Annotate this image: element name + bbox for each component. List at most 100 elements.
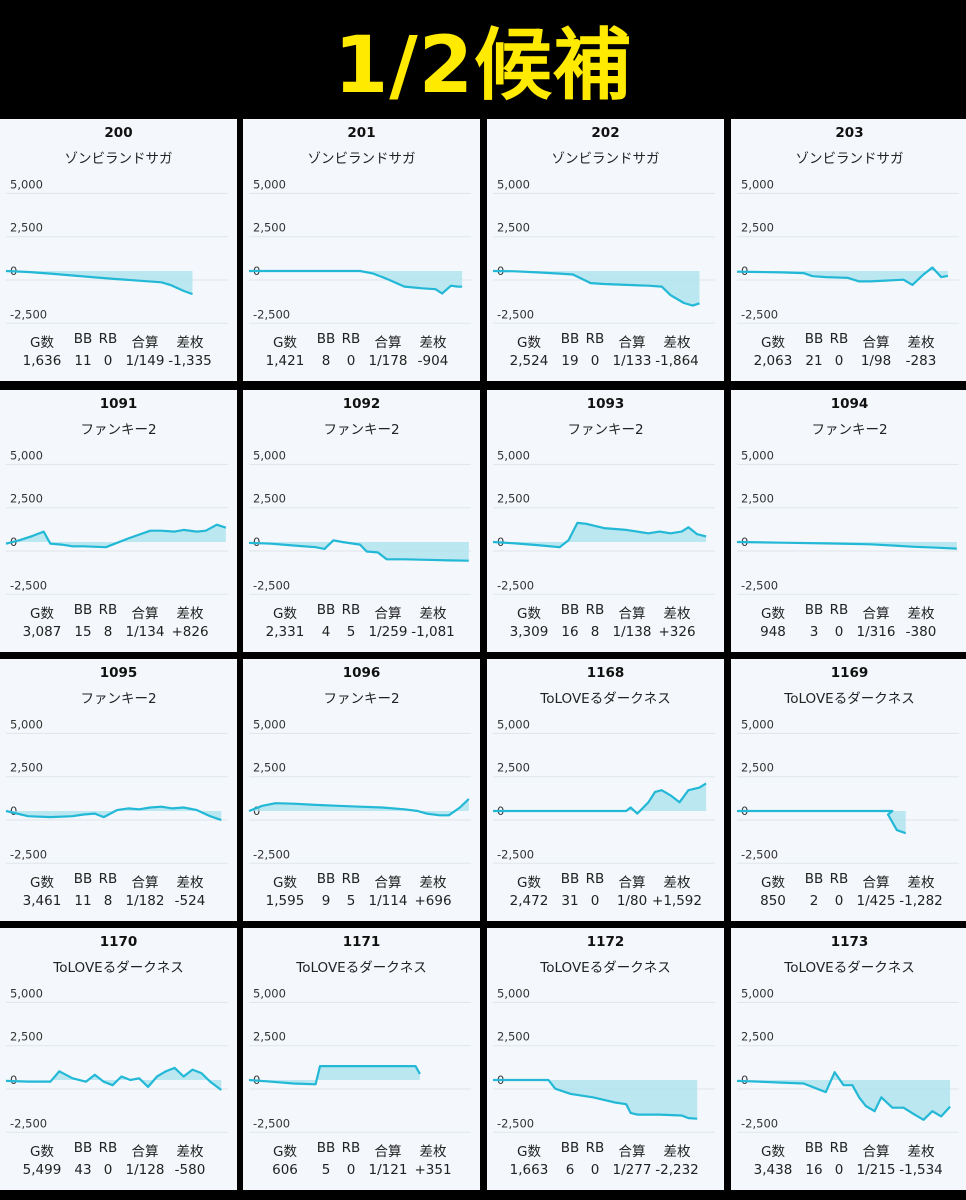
stat-label-samai: 差枚: [419, 875, 447, 891]
stat-label-samai: 差枚: [907, 875, 935, 891]
y-tick-label: 2,500: [10, 492, 43, 506]
stat-value-bb: 43: [74, 1162, 92, 1178]
stat-value-g: 1,663: [509, 1162, 549, 1178]
stat-label-gosan: 合算: [862, 335, 890, 351]
stat-value-rb: 8: [590, 624, 600, 640]
stat-label-gosan: 合算: [131, 1144, 159, 1160]
stat-value-gosan: 1/277: [612, 1162, 652, 1178]
y-tick-label: 5,000: [497, 448, 530, 462]
stat-label-g: G数: [30, 875, 54, 891]
stat-label-g: G数: [517, 875, 541, 891]
series-line: [248, 539, 469, 562]
stat-label-gosan: 合算: [131, 875, 159, 891]
machine-model: ゾンビランドサガ: [795, 151, 904, 167]
y-tick-label: 2,500: [10, 1030, 43, 1044]
stat-value-gosan: 1/128: [125, 1162, 165, 1178]
stat-label-bb: BB: [804, 602, 824, 618]
y-tick-label: -2,500: [10, 578, 47, 592]
stat-label-gosan: 合算: [862, 1144, 890, 1160]
stat-label-rb: RB: [585, 871, 605, 887]
stat-label-samai: 差枚: [907, 1144, 935, 1160]
stat-value-gosan: 1/215: [856, 1162, 896, 1178]
stat-value-rb: 0: [590, 893, 600, 909]
stat-value-g: 850: [760, 893, 786, 909]
stat-value-g: 1,421: [265, 353, 305, 369]
chart-card-1172: 1172 ToLOVEるダークネス 5,000 2,500 0 -2,500 G数 1,663…: [487, 928, 724, 1190]
stat-label-g: G数: [273, 335, 297, 351]
stat-value-bb: 15: [74, 624, 92, 640]
stat-value-bb: 19: [561, 353, 579, 369]
y-tick-label: -2,500: [741, 1116, 778, 1130]
stat-label-rb: RB: [585, 331, 605, 347]
machine-number: 1092: [342, 396, 381, 412]
stat-label-samai: 差枚: [176, 606, 204, 622]
y-tick-label: 5,000: [497, 177, 530, 191]
stat-value-rb: 0: [346, 1162, 356, 1178]
stat-value-bb: 9: [321, 893, 331, 909]
stat-label-samai: 差枚: [907, 606, 935, 622]
stat-label-gosan: 合算: [131, 606, 159, 622]
machine-model: ファンキー2: [811, 422, 888, 438]
stat-label-samai: 差枚: [663, 875, 691, 891]
y-tick-label: 5,000: [10, 986, 43, 1000]
stat-value-bb: 16: [805, 1162, 823, 1178]
y-tick-label: 5,000: [253, 448, 286, 462]
machine-number: 1168: [586, 665, 625, 681]
y-tick-label: 2,500: [497, 221, 530, 235]
series-area: [6, 1067, 222, 1090]
stat-value-rb: 5: [346, 624, 356, 640]
stat-label-gosan: 合算: [374, 335, 402, 351]
title-banner: 1/2候補: [0, 0, 966, 117]
y-tick-label: 5,000: [497, 986, 530, 1000]
stat-value-g: 2,524: [509, 353, 549, 369]
stat-value-bb: 16: [561, 624, 579, 640]
series-area: [493, 783, 707, 814]
machine-number: 1095: [99, 665, 138, 681]
chart-card-1093: 1093ファンキー25,0002,5000-2,500G数3,309BB16RB…: [487, 390, 724, 652]
chart-card-1170: 1170 ToLOVEるダークネス 5,000 2,500 0 -2,500 G数 5,499…: [0, 928, 237, 1190]
series-area: [737, 542, 957, 549]
y-tick-label: 2,500: [253, 492, 286, 506]
chart-card-203: 203 ゾンビランドサガ 5,000 2,500 0 -2,500 G数 2,063 BB 21 R…: [731, 119, 966, 381]
stat-value-bb: 2: [809, 893, 819, 909]
stat-value-rb: 8: [103, 624, 113, 640]
stat-label-bb: BB: [316, 602, 336, 618]
machine-model: ToLOVEるダークネス: [540, 960, 671, 976]
stat-value-samai: -283: [905, 353, 937, 369]
y-tick-label: 5,000: [741, 448, 774, 462]
y-tick-label: 2,500: [741, 761, 774, 775]
series-line: [736, 266, 949, 286]
stat-value-bb: 11: [74, 893, 92, 909]
stat-value-g: 3,087: [22, 624, 62, 640]
chart-card-1096: 1096ファンキー25,0002,5000-2,500G数1,595BB9RB5…: [243, 659, 480, 921]
series-area: [6, 806, 222, 821]
stat-label-g: G数: [761, 606, 785, 622]
series-line: [493, 1078, 698, 1120]
y-tick-label: 5,000: [741, 986, 774, 1000]
stat-label-gosan: 合算: [374, 606, 402, 622]
chart-card-202: 202 ゾンビランドサガ 5,000 2,500 0 -2,500 G数 2,524 BB 19 R…: [487, 119, 724, 381]
stat-label-gosan: 合算: [131, 335, 159, 351]
chart-card-201: 201 ゾンビランドサガ 5,000 2,500 0 -2,500 G数 1,421 BB 8 RB…: [243, 119, 480, 381]
chart-card-1169: 1169 ToLOVEるダークネス 5,000 2,500 0 -2,500 G数 850 BB…: [731, 659, 966, 921]
chart-card-1092: 1092ファンキー25,0002,5000-2,500G数2,331BB4RB5…: [243, 390, 480, 652]
y-tick-label: 5,000: [10, 177, 43, 191]
stat-label-bb: BB: [560, 1140, 580, 1156]
stat-value-g: 3,438: [753, 1162, 793, 1178]
stat-label-gosan: 合算: [618, 1144, 646, 1160]
stat-value-gosan: 1/138: [612, 624, 652, 640]
stat-label-g: G数: [30, 1144, 54, 1160]
series-area: [493, 1080, 698, 1119]
y-tick-label: 5,000: [741, 717, 774, 731]
stat-label-rb: RB: [585, 1140, 605, 1156]
stat-label-gosan: 合算: [374, 1144, 402, 1160]
y-tick-label: 2,500: [497, 761, 530, 775]
stat-label-gosan: 合算: [862, 606, 890, 622]
stat-label-rb: RB: [829, 1140, 849, 1156]
stat-label-samai: 差枚: [663, 1144, 691, 1160]
stat-label-rb: RB: [585, 602, 605, 618]
